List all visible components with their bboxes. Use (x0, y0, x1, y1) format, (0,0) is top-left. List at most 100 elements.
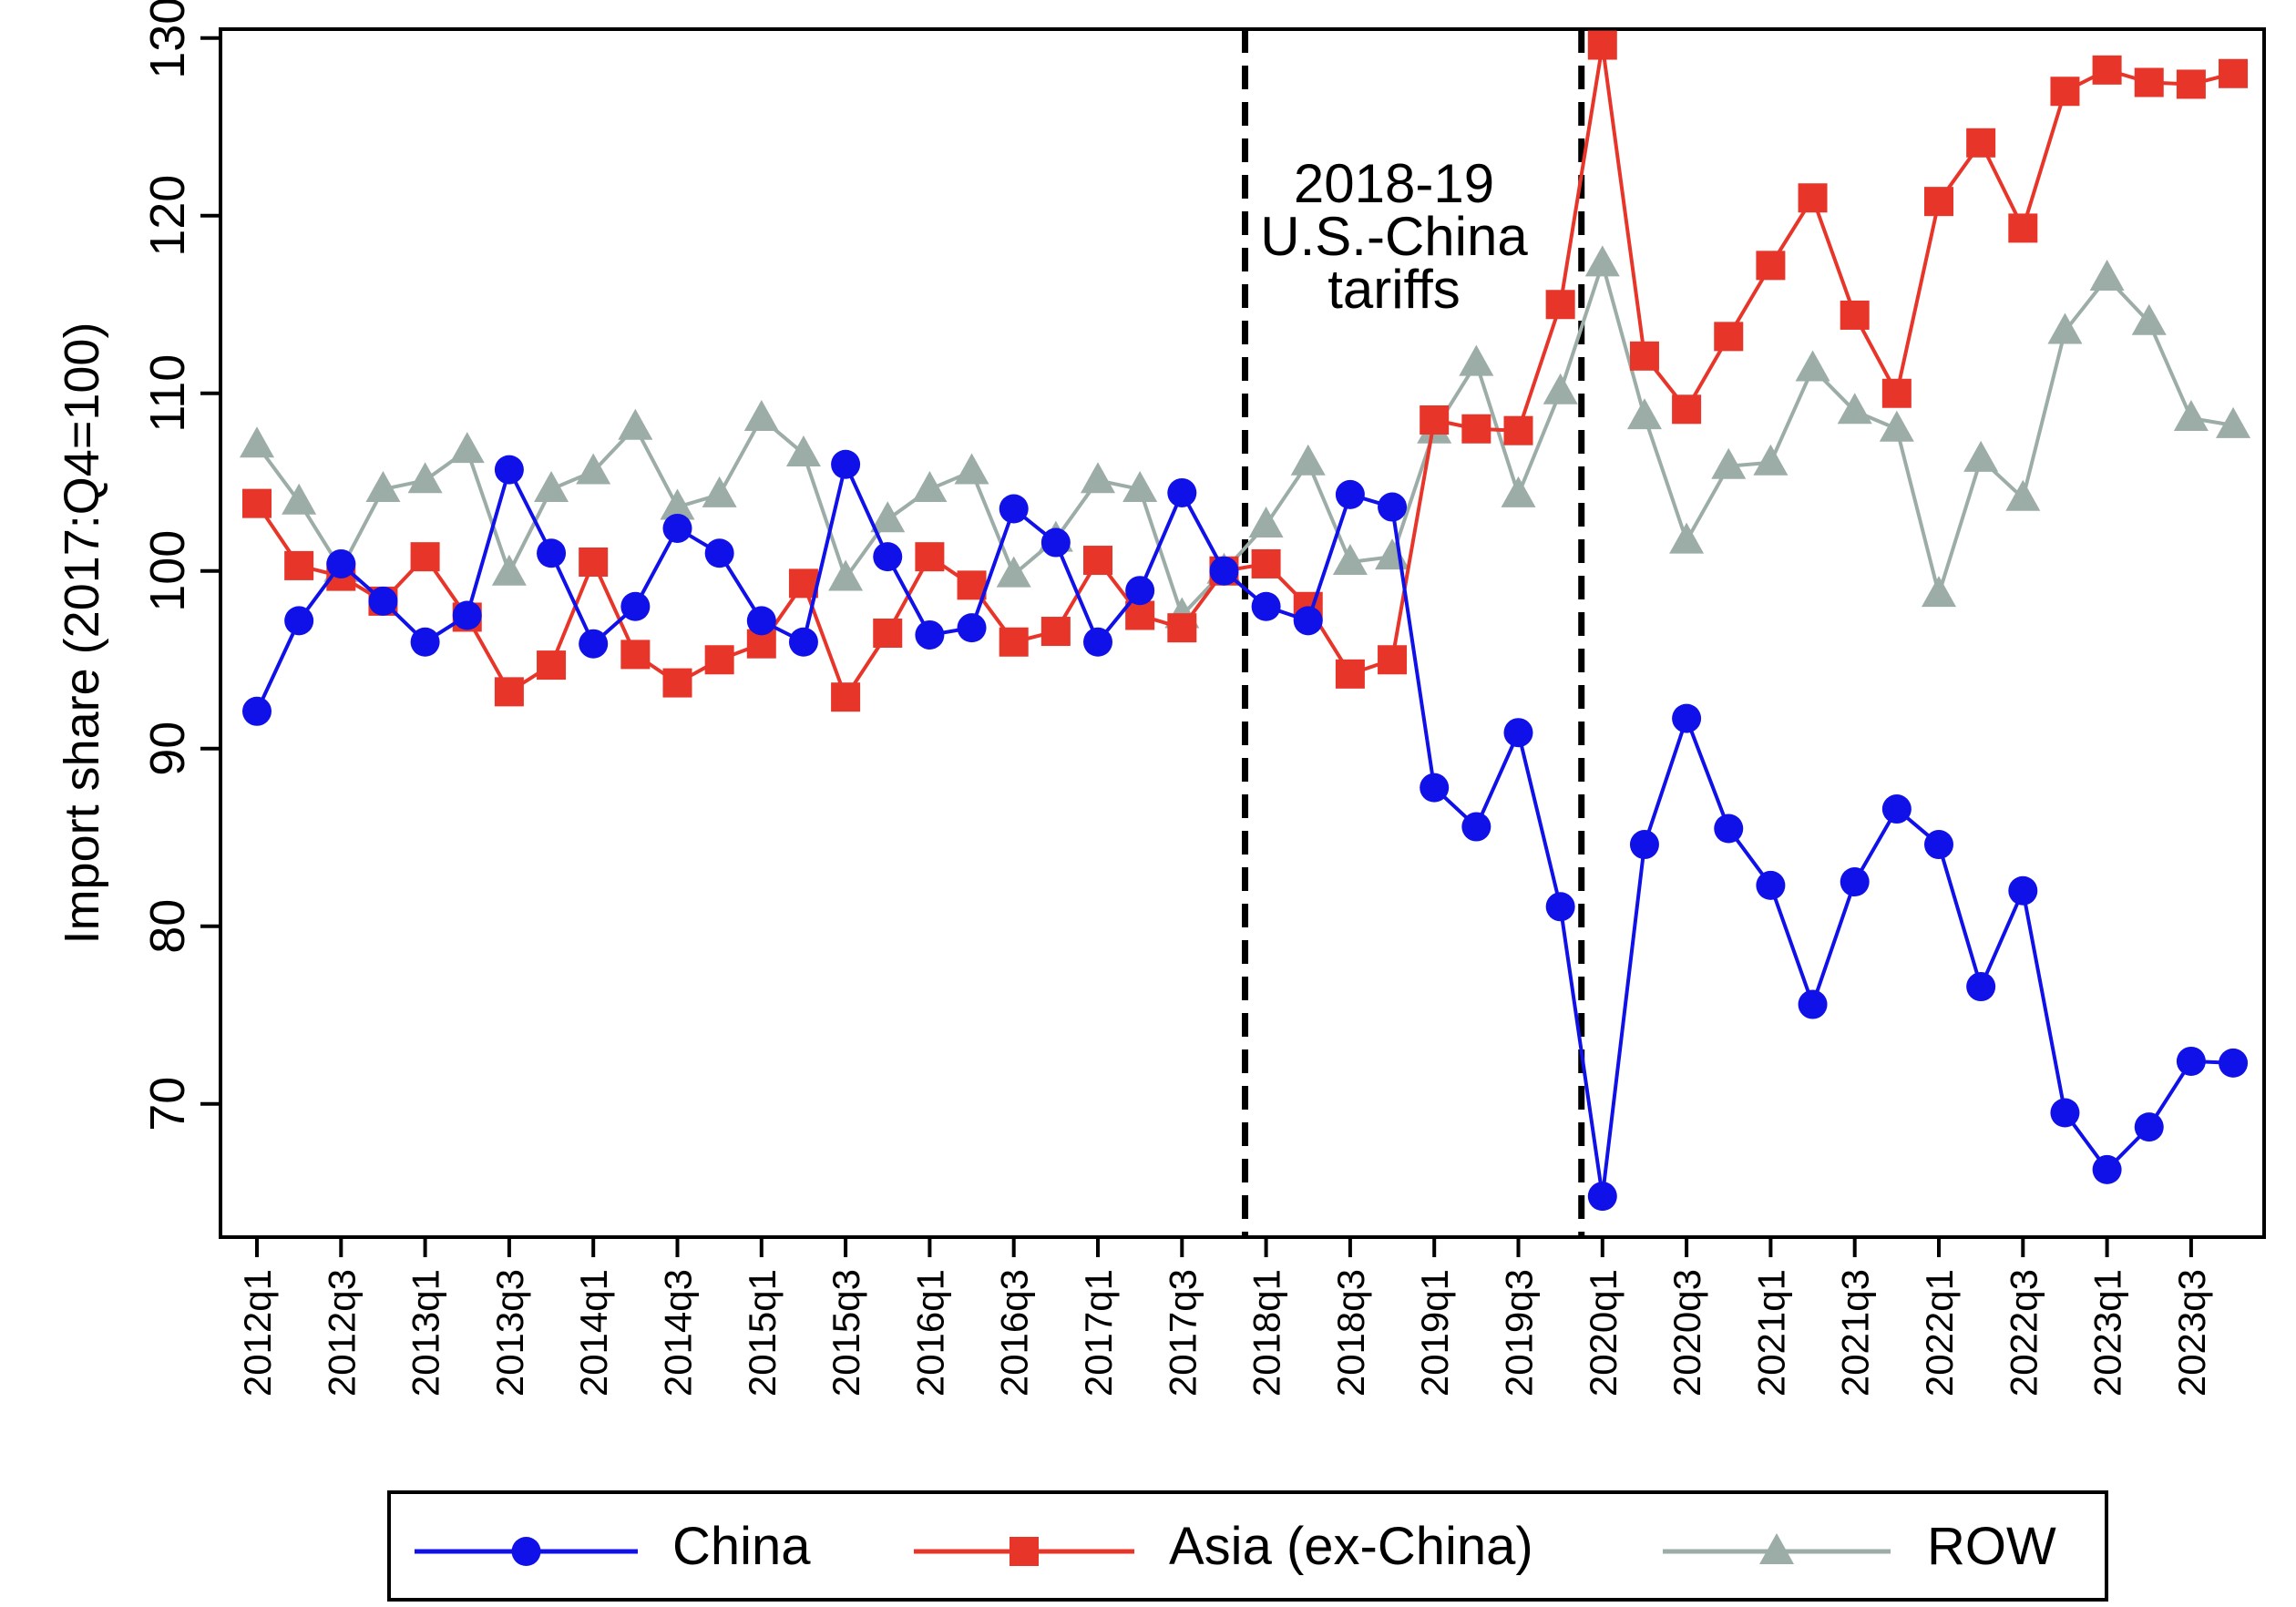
y-tick-label: 120 (140, 175, 195, 257)
data-point-asia-ex-china (2219, 58, 2249, 88)
x-tick-label: 2023q1 (2086, 1269, 2129, 1397)
data-point-china (326, 548, 356, 578)
data-point-china (1924, 830, 1953, 860)
data-point-asia-ex-china (1420, 405, 1450, 435)
annotation-line-3: tariffs (1327, 259, 1461, 320)
x-tick-label: 2012q1 (236, 1269, 279, 1397)
y-tick-label: 70 (140, 1077, 195, 1131)
data-point-row (1290, 444, 1326, 476)
data-point-row (828, 559, 864, 591)
data-point-china (2092, 1154, 2122, 1184)
data-point-row (1669, 522, 1705, 554)
data-point-asia-ex-china (873, 619, 903, 648)
data-point-asia-ex-china (2050, 77, 2080, 107)
data-point-row (2089, 260, 2125, 291)
legend-swatch-marker-china (511, 1537, 541, 1566)
data-point-row (1837, 393, 1872, 425)
x-tick-label: 2016q1 (908, 1269, 951, 1397)
data-point-row (2131, 303, 2167, 335)
data-point-row (1584, 245, 1620, 277)
data-point-row (1963, 440, 1999, 472)
data-point-china (915, 619, 945, 650)
data-point-china (284, 606, 314, 636)
data-point-row (491, 554, 527, 586)
data-point-china (2134, 1112, 2164, 1142)
x-tick-label: 2015q1 (741, 1269, 784, 1397)
x-tick-label: 2014q3 (657, 1269, 700, 1397)
x-tick-label: 2022q3 (2002, 1269, 2045, 1397)
x-tick-label: 2019q3 (1498, 1269, 1541, 1397)
data-point-china (1335, 479, 1365, 509)
x-tick-label: 2018q3 (1329, 1269, 1372, 1397)
data-point-row (702, 476, 737, 507)
data-point-china (242, 696, 272, 726)
data-point-asia-ex-china (1335, 659, 1365, 689)
data-point-china (1420, 773, 1450, 803)
y-tick-label: 130 (140, 0, 195, 79)
data-point-china (2050, 1098, 2080, 1128)
data-point-china (2219, 1048, 2249, 1078)
data-point-china (1461, 812, 1491, 842)
data-point-row (365, 471, 401, 503)
data-point-china (494, 455, 524, 485)
data-point-row (1375, 538, 1410, 570)
data-point-asia-ex-china (1924, 187, 1953, 217)
data-point-asia-ex-china (1966, 128, 1996, 158)
data-point-row (2005, 479, 2041, 511)
data-point-asia-ex-china (1881, 378, 1912, 408)
data-point-china (873, 542, 903, 572)
data-point-asia-ex-china (1714, 322, 1744, 352)
x-tick-label: 2022q1 (1918, 1269, 1961, 1397)
data-point-asia-ex-china (242, 488, 272, 518)
legend-label-china: China (672, 1517, 811, 1576)
data-point-row (2047, 312, 2083, 344)
x-tick-label: 2017q1 (1077, 1269, 1120, 1397)
data-point-row (912, 471, 948, 503)
data-point-china (1167, 477, 1197, 507)
data-point-asia-ex-china (704, 645, 734, 675)
x-tick-label: 2021q3 (1834, 1269, 1877, 1397)
data-point-row (1501, 476, 1536, 507)
data-point-china (1714, 814, 1744, 844)
data-point-row (1332, 544, 1368, 575)
data-point-china (704, 538, 734, 568)
data-point-row (1753, 444, 1789, 476)
data-point-china (1378, 492, 1408, 522)
data-point-china (1798, 989, 1828, 1019)
data-point-asia-ex-china (2134, 67, 2164, 97)
legend: China Asia (ex-China) ROW (387, 1490, 2108, 1602)
data-point-row (2216, 406, 2251, 438)
data-point-china (1756, 870, 1786, 900)
data-point-china (2176, 1046, 2206, 1076)
x-tick-label: 2016q3 (993, 1269, 1036, 1397)
data-point-row (1922, 576, 1956, 608)
data-point-china (831, 449, 861, 479)
data-point-china (410, 627, 440, 657)
data-point-asia-ex-china (915, 542, 945, 572)
x-tick-label: 2020q1 (1582, 1269, 1625, 1397)
legend-swatch-marker-asia-ex-china (1010, 1537, 1039, 1566)
data-point-china (1083, 627, 1112, 657)
data-point-china (1840, 867, 1870, 896)
data-point-asia-ex-china (2176, 69, 2206, 99)
data-point-row (618, 408, 653, 440)
x-tick-label: 2013q1 (405, 1269, 447, 1397)
data-point-asia-ex-china (1125, 600, 1155, 630)
data-point-asia-ex-china (662, 668, 692, 698)
data-point-china (537, 538, 567, 568)
data-point-row (407, 462, 443, 494)
data-point-china (1966, 972, 1996, 1002)
data-point-asia-ex-china (1587, 30, 1617, 60)
data-point-row (1543, 373, 1578, 404)
series-asia-ex-china (242, 30, 2249, 712)
data-point-row (660, 488, 695, 520)
data-point-asia-ex-china (1083, 546, 1112, 576)
data-point-row (954, 453, 989, 485)
data-point-asia-ex-china (410, 542, 440, 572)
x-tick-label: 2017q3 (1161, 1269, 1204, 1397)
series-china (242, 449, 2249, 1212)
data-point-china (746, 606, 776, 636)
data-point-china (1587, 1182, 1617, 1212)
data-point-row (2173, 400, 2209, 432)
